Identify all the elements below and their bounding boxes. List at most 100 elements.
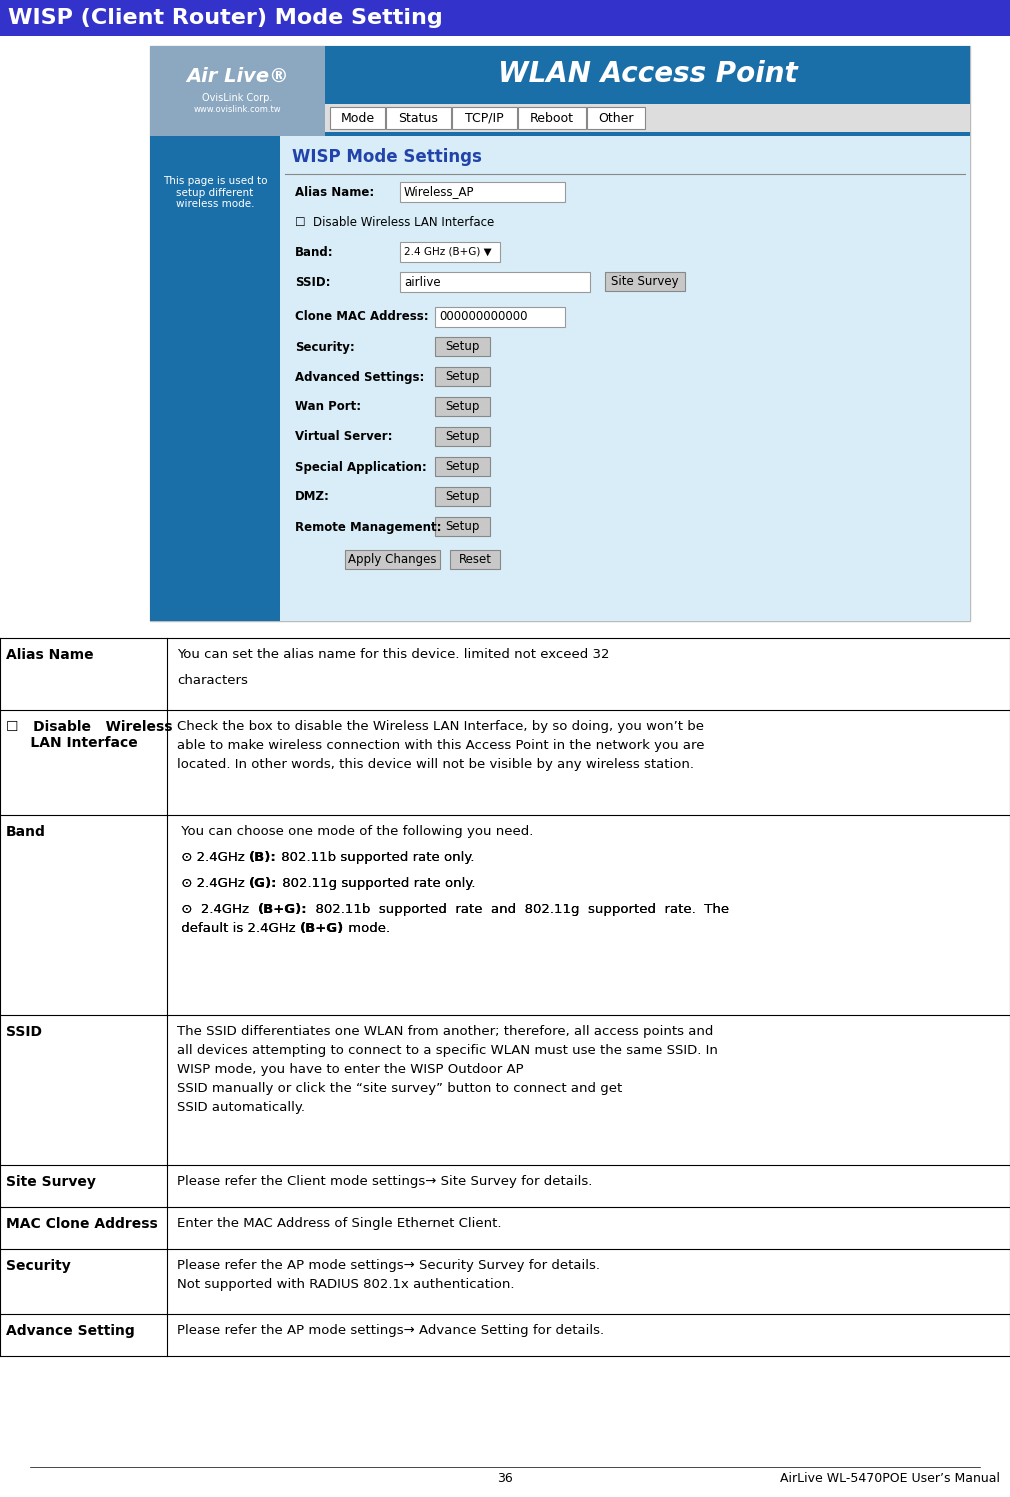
Text: Please refer the Client mode settings→ Site Survey for details.: Please refer the Client mode settings→ S… — [177, 1175, 593, 1189]
Text: 802.11g supported rate only.: 802.11g supported rate only. — [278, 877, 475, 891]
Text: Setup: Setup — [445, 340, 480, 353]
Text: mode.: mode. — [344, 922, 390, 936]
Bar — [435, 457, 490, 476]
Text: located. In other words, this device will not be visible by any wireless station: located. In other words, this device wil… — [177, 757, 694, 771]
Text: You can choose one mode of the following you need.: You can choose one mode of the following… — [177, 825, 533, 838]
Text: Setup: Setup — [445, 460, 480, 473]
Text: Security: Security — [6, 1259, 71, 1272]
Bar — [386, 106, 451, 129]
Text: Advance Setting: Advance Setting — [6, 1323, 134, 1338]
Text: Other: Other — [598, 111, 633, 124]
Bar — [0, 1207, 1010, 1248]
Bar — [345, 549, 440, 569]
Bar — [0, 0, 1010, 36]
Bar — [0, 638, 1010, 710]
Text: 2.4 GHz (B+G) ▼: 2.4 GHz (B+G) ▼ — [404, 247, 492, 257]
Text: Please refer the AP mode settings→ Security Survey for details.: Please refer the AP mode settings→ Secur… — [177, 1259, 600, 1272]
Text: DMZ:: DMZ: — [295, 491, 330, 503]
Text: Reboot: Reboot — [530, 111, 574, 124]
Text: Setup: Setup — [445, 490, 480, 503]
Bar — [435, 516, 490, 536]
Text: Setup: Setup — [445, 519, 480, 533]
Text: (B+G):: (B+G): — [258, 903, 307, 916]
Text: Not supported with RADIUS 802.1x authentication.: Not supported with RADIUS 802.1x authent… — [177, 1278, 514, 1290]
Text: Clone MAC Address:: Clone MAC Address: — [295, 310, 428, 323]
Text: (B):: (B): — [249, 850, 277, 864]
Text: OvisLink Corp.: OvisLink Corp. — [202, 93, 273, 103]
Bar — [0, 1165, 1010, 1207]
Bar — [400, 183, 565, 202]
Text: Setup: Setup — [445, 430, 480, 443]
Text: Virtual Server:: Virtual Server: — [295, 431, 393, 443]
Text: Air Live®: Air Live® — [186, 66, 289, 85]
Text: Apply Changes: Apply Changes — [348, 552, 436, 566]
Bar — [435, 397, 490, 416]
Bar — [325, 103, 970, 132]
Text: Alias Name:: Alias Name: — [295, 186, 375, 199]
Text: 802.11b  supported  rate  and  802.11g  supported  rate.  The: 802.11b supported rate and 802.11g suppo… — [307, 903, 729, 916]
Text: You can set the alias name for this device. limited not exceed 32: You can set the alias name for this devi… — [177, 648, 609, 662]
Text: MAC Clone Address: MAC Clone Address — [6, 1217, 158, 1231]
Bar — [330, 106, 385, 129]
Text: Status: Status — [399, 111, 438, 124]
Text: 802.11b supported rate only.: 802.11b supported rate only. — [277, 850, 475, 864]
Bar — [435, 337, 490, 356]
Text: SSID: SSID — [6, 1025, 42, 1039]
Bar — [0, 1015, 1010, 1165]
Text: SSID:: SSID: — [295, 275, 330, 289]
Bar — [0, 814, 1010, 1015]
Text: WISP (Client Router) Mode Setting: WISP (Client Router) Mode Setting — [8, 7, 442, 28]
Text: (B+G): (B+G) — [300, 922, 344, 936]
Bar — [150, 136, 280, 621]
Text: ⊙ 2.4GHz: ⊙ 2.4GHz — [177, 850, 249, 864]
Text: WLAN Access Point: WLAN Access Point — [498, 60, 797, 88]
Text: Remote Management:: Remote Management: — [295, 521, 441, 533]
Bar — [587, 106, 645, 129]
Text: Alias Name: Alias Name — [6, 648, 94, 662]
Text: Band: Band — [6, 825, 45, 838]
Text: Site Survey: Site Survey — [6, 1175, 96, 1189]
Text: This page is used to
setup different
wireless mode.: This page is used to setup different wir… — [163, 177, 268, 210]
Text: 802.11g supported rate only.: 802.11g supported rate only. — [278, 877, 475, 891]
Bar — [150, 46, 325, 136]
Text: ⊙ 2.4GHz: ⊙ 2.4GHz — [177, 877, 249, 891]
Bar — [0, 710, 1010, 814]
Text: Enter the MAC Address of Single Ethernet Client.: Enter the MAC Address of Single Ethernet… — [177, 1217, 502, 1231]
Bar — [150, 46, 970, 136]
Text: all devices attempting to connect to a specific WLAN must use the same SSID. In: all devices attempting to connect to a s… — [177, 1043, 718, 1057]
Text: Wireless_AP: Wireless_AP — [404, 186, 475, 199]
Bar — [435, 487, 490, 506]
Text: Setup: Setup — [445, 370, 480, 383]
Bar — [150, 46, 325, 136]
Text: ☐  Disable Wireless LAN Interface: ☐ Disable Wireless LAN Interface — [295, 216, 494, 229]
Text: (B+G): (B+G) — [300, 922, 344, 936]
Bar — [400, 272, 590, 292]
Text: Band:: Band: — [295, 246, 333, 259]
Text: airlive: airlive — [404, 275, 440, 289]
Text: ⊙ 2.4GHz: ⊙ 2.4GHz — [177, 877, 249, 891]
Text: 36: 36 — [497, 1472, 513, 1485]
Text: Site Survey: Site Survey — [611, 275, 679, 287]
Bar — [452, 106, 517, 129]
Text: TCP/IP: TCP/IP — [466, 111, 504, 124]
Text: characters: characters — [177, 674, 247, 687]
Text: ⊙  2.4GHz: ⊙ 2.4GHz — [177, 903, 258, 916]
Text: 000000000000: 000000000000 — [439, 310, 527, 323]
Text: 802.11b  supported  rate  and  802.11g  supported  rate.  The: 802.11b supported rate and 802.11g suppo… — [307, 903, 729, 916]
Text: (G):: (G): — [249, 877, 278, 891]
Bar — [150, 46, 970, 621]
Bar — [0, 1314, 1010, 1356]
Text: able to make wireless connection with this Access Point in the network you are: able to make wireless connection with th… — [177, 740, 705, 751]
Text: WISP Mode Settings: WISP Mode Settings — [292, 148, 482, 166]
Text: Reset: Reset — [459, 552, 492, 566]
Bar — [435, 307, 565, 326]
Text: ☐   Disable   Wireless
     LAN Interface: ☐ Disable Wireless LAN Interface — [6, 720, 173, 750]
Text: Advanced Settings:: Advanced Settings: — [295, 370, 424, 383]
Text: SSID manually or click the “site survey” button to connect and get: SSID manually or click the “site survey”… — [177, 1082, 622, 1094]
Bar — [400, 243, 500, 262]
Text: ⊙  2.4GHz: ⊙ 2.4GHz — [177, 903, 258, 916]
Bar — [435, 367, 490, 386]
Text: The SSID differentiates one WLAN from another; therefore, all access points and: The SSID differentiates one WLAN from an… — [177, 1025, 713, 1037]
Text: (G):: (G): — [249, 877, 278, 891]
Text: Please refer the AP mode settings→ Advance Setting for details.: Please refer the AP mode settings→ Advan… — [177, 1323, 604, 1337]
